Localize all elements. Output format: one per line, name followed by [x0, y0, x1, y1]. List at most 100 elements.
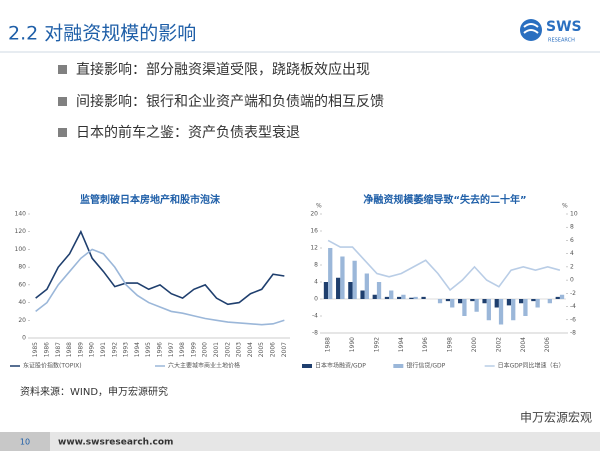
x-tick-label: 1999 — [190, 342, 197, 357]
x-tick-label: 1994 — [134, 342, 141, 357]
y-tick-label: 16 — [310, 228, 318, 235]
x-tick-label: 2007 — [281, 342, 288, 357]
y-tick-label: -8 — [312, 330, 318, 337]
y-tick-label: 8 — [314, 262, 318, 269]
bullet: 直接影响：部分融资渠道受限，跷跷板效应出现 — [76, 61, 370, 78]
source: 资料来源：WIND，申万宏源研究 — [20, 385, 168, 398]
x-tick-label: 1988 — [325, 337, 332, 352]
footer-page-box — [0, 432, 50, 451]
bar — [535, 299, 540, 308]
x-tick-label: 2006 — [544, 337, 551, 352]
line — [327, 239, 561, 292]
x-tick-label: 1995 — [145, 342, 152, 357]
bar — [360, 290, 365, 299]
slide-title: 2.2 对融资规模的影响 — [8, 23, 196, 45]
bar — [336, 277, 341, 299]
bar — [323, 282, 329, 299]
bar — [421, 296, 426, 299]
logo-mark — [523, 23, 539, 34]
x-tick-label: 1992 — [111, 342, 118, 357]
bar — [445, 299, 451, 302]
y-tick-label: 12 — [310, 245, 318, 252]
bar — [364, 273, 369, 299]
legend-label: 日本GDP同比增速（右） — [498, 362, 565, 370]
bar — [474, 299, 479, 312]
legend-swatch — [393, 364, 404, 368]
y2-tick-label: 2 — [570, 263, 574, 270]
bullet: 日本的前车之鉴：资产负债表型衰退 — [76, 124, 300, 141]
line — [35, 248, 285, 326]
bar — [409, 297, 414, 299]
x-tick-label: 2000 — [471, 337, 478, 352]
bar — [470, 299, 475, 302]
x-tick-label: 1986 — [43, 342, 50, 357]
x-tick-label: 2000 — [202, 342, 209, 357]
bullet-icon — [58, 97, 67, 106]
x-tick-label: 1994 — [398, 337, 405, 352]
x-tick-label: 1992 — [373, 337, 380, 352]
legend-label: 六大主要城市商业土地价格 — [168, 362, 240, 370]
legend-swatch — [302, 364, 312, 368]
bar — [462, 299, 467, 316]
x-tick-label: 1987 — [55, 342, 62, 357]
x-tick-label: 2002 — [224, 342, 231, 357]
bar — [450, 299, 455, 308]
y2-tick-label: -8 — [570, 330, 576, 337]
logo-sub: RESEARCH — [548, 38, 575, 44]
y2-tick-label: 8 — [570, 224, 574, 231]
x-tick-label: 1990 — [89, 342, 96, 357]
x-tick-label: 1998 — [179, 342, 186, 357]
bar — [555, 296, 560, 299]
line — [35, 229, 285, 306]
bullet-icon — [58, 65, 67, 74]
legend-label: 东证股价指数(TOPIX) — [23, 362, 82, 370]
logo-text: SWS — [546, 19, 582, 35]
y-tick-label: 0 — [314, 296, 318, 303]
bar — [372, 294, 377, 299]
y-tick-label: 140 — [15, 211, 27, 218]
x-tick-label: 1985 — [32, 342, 39, 357]
footer-url: www.swsresearch.com — [58, 438, 173, 448]
legend-label: 日本市场融资/GDP — [315, 362, 366, 370]
watermark: 申万宏源宏观 — [520, 410, 592, 425]
page-number: 10 — [20, 438, 30, 447]
x-tick-label: 2001 — [213, 342, 220, 357]
footer-bar — [0, 432, 600, 451]
bar — [384, 296, 390, 299]
bar — [458, 299, 463, 304]
y-tick-label: 80 — [18, 264, 26, 271]
bar — [511, 299, 516, 321]
y2-tick-label: 10 — [570, 211, 578, 218]
y2-tick-label: 0 — [570, 277, 574, 284]
x-tick-label: 2004 — [520, 337, 527, 352]
bar — [547, 299, 552, 304]
bar — [531, 299, 536, 302]
bar — [437, 299, 443, 304]
y-tick-label: -4 — [312, 313, 318, 320]
bullet: 间接影响：银行和企业资产端和负债端的相互反馈 — [76, 93, 384, 110]
bar — [376, 282, 382, 299]
bullet-icon — [58, 128, 67, 137]
x-tick-label: 2004 — [247, 342, 254, 357]
y-tick-label: 120 — [15, 228, 27, 235]
x-tick-label: 1988 — [66, 342, 73, 357]
y2-tick-label: 6 — [570, 237, 574, 244]
x-tick-label: 2006 — [270, 342, 277, 357]
bar — [352, 260, 357, 299]
y2-axis-label: % — [562, 203, 568, 210]
x-tick-label: 2002 — [495, 337, 502, 352]
bar — [494, 299, 499, 308]
x-tick-label: 2003 — [236, 342, 243, 357]
bar — [389, 290, 394, 299]
bar — [401, 294, 406, 299]
bar — [506, 299, 512, 306]
y2-tick-label: -2 — [570, 290, 576, 297]
y-tick-label: 40 — [18, 299, 26, 306]
x-tick-label: 1998 — [447, 337, 454, 352]
bar — [523, 299, 528, 316]
x-tick-label: 1990 — [349, 337, 356, 352]
x-tick-label: 1991 — [100, 342, 107, 357]
x-tick-label: 1997 — [168, 342, 175, 357]
bar — [340, 256, 345, 299]
x-tick-label: 1996 — [422, 337, 429, 352]
